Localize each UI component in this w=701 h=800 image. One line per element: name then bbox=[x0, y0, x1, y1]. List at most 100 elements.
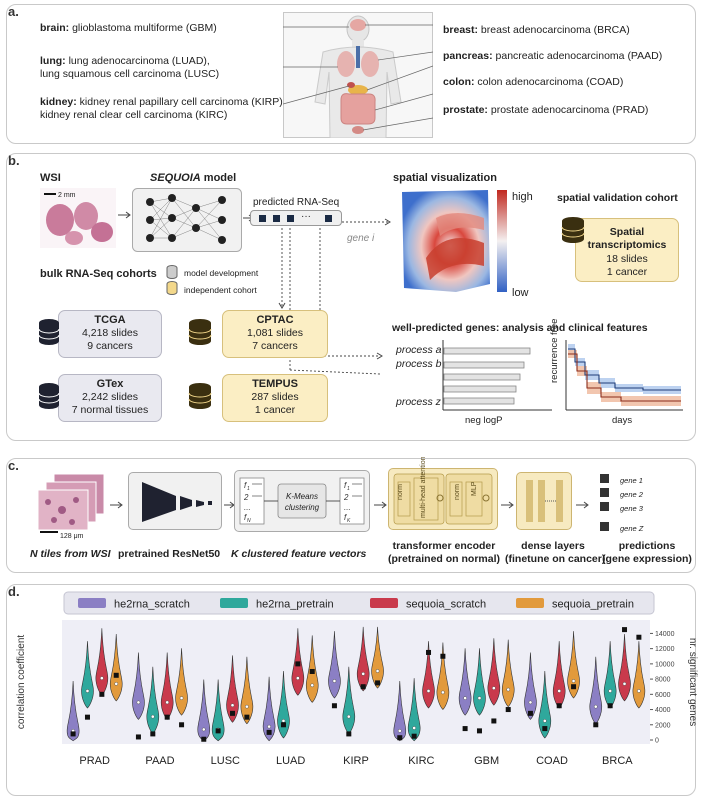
legend-label-he2rna_scratch: he2rna_scratch bbox=[114, 599, 190, 611]
breast-line: breast: breast adenocarcinoma (BRCA) bbox=[443, 24, 630, 36]
significant-genes-marker bbox=[375, 680, 381, 686]
arrow-wsi-model bbox=[118, 211, 131, 219]
db-icon-cptac bbox=[188, 319, 212, 345]
violin-sequoia_pretrain bbox=[305, 635, 319, 703]
gene-z: gene Z bbox=[620, 524, 644, 533]
spatial-name2: transcriptomics bbox=[587, 239, 667, 251]
cohort-cptac-name: CPTAC bbox=[256, 314, 294, 326]
violin-sequoia_pretrain bbox=[436, 642, 450, 710]
wsi-scale: 2 mm bbox=[58, 192, 76, 199]
significant-genes-marker bbox=[571, 684, 577, 690]
gene-i-label: gene i bbox=[347, 233, 375, 244]
violin-median-sequoia_pretrain bbox=[310, 683, 315, 688]
y2-tick-label: 10000 bbox=[655, 661, 675, 668]
well-predicted-title: well-predicted genes: analysis and clini… bbox=[392, 322, 648, 334]
violin-median-he2rna_pretrain bbox=[608, 689, 612, 693]
cohort-gtex-line1: 2,242 slides bbox=[81, 391, 139, 403]
svg-text:1: 1 bbox=[247, 486, 250, 492]
significant-genes-marker bbox=[135, 734, 141, 740]
legend-swatch-he2rna_pretrain bbox=[220, 598, 248, 608]
x-tick-label: KIRP bbox=[343, 755, 369, 767]
cohort-tcga-name: TCGA bbox=[94, 314, 126, 326]
significant-genes-marker bbox=[440, 653, 446, 659]
violin-median-sequoia_pretrain bbox=[179, 696, 184, 700]
step-resnet: pretrained ResNet50 bbox=[118, 548, 221, 560]
significant-genes-marker bbox=[360, 684, 366, 690]
violin-he2rna_pretrain bbox=[211, 679, 225, 742]
y-axis-label: correlation coefficient bbox=[16, 635, 27, 730]
violin-sequoia_scratch bbox=[422, 641, 435, 709]
violin-he2rna_pretrain bbox=[473, 648, 486, 716]
spatial-cohort-title: spatial validation cohort bbox=[557, 192, 678, 204]
violin-sequoia_pretrain bbox=[371, 626, 384, 689]
panel-a-label: a. bbox=[8, 4, 19, 19]
significant-genes-marker bbox=[593, 722, 599, 728]
significant-genes-marker bbox=[179, 722, 185, 728]
significant-genes-marker bbox=[309, 668, 315, 674]
transformer-diagram bbox=[393, 473, 493, 525]
step-pred-2: (gene expression) bbox=[602, 553, 692, 565]
violin-sequoia_pretrain bbox=[501, 639, 515, 708]
violin-median-sequoia_scratch bbox=[492, 686, 496, 690]
db-icon-tcga bbox=[38, 319, 60, 345]
wsi-title: WSI bbox=[40, 172, 61, 184]
violin-median-sequoia_scratch bbox=[230, 703, 235, 708]
violin-median-he2rna_pretrain bbox=[543, 719, 547, 723]
violin-he2rna_scratch bbox=[132, 652, 145, 720]
resnet-icon bbox=[142, 482, 212, 522]
svg-text:K: K bbox=[347, 518, 351, 524]
lung-line: lung: lung adenocarcinoma (LUAD), bbox=[40, 55, 210, 67]
violin-median-he2rna_scratch bbox=[201, 727, 206, 732]
legend-label-sequoia_pretrain: sequoia_pretrain bbox=[552, 599, 634, 611]
violin-he2rna_scratch bbox=[66, 680, 80, 742]
y2-tick-label: 0 bbox=[655, 738, 659, 745]
gene-3: gene 3 bbox=[620, 504, 643, 513]
violin-median-sequoia_pretrain bbox=[375, 669, 380, 673]
x-tick-label: LUSC bbox=[211, 755, 240, 767]
step-dense-1: dense layers bbox=[521, 540, 585, 552]
violin-sequoia_pretrain bbox=[175, 648, 188, 716]
colorbar-low: low bbox=[512, 287, 529, 299]
significant-genes-marker bbox=[622, 627, 628, 633]
gene-2: gene 2 bbox=[620, 490, 643, 499]
violin-sequoia_pretrain bbox=[632, 641, 646, 709]
legend-label-sequoia_scratch: sequoia_scratch bbox=[406, 599, 486, 611]
wsi-thumbnail bbox=[40, 188, 116, 248]
sequoia-title: SEQUOIA model bbox=[150, 172, 237, 184]
violin-he2rna_scratch bbox=[393, 680, 407, 742]
violin-median-sequoia_scratch bbox=[296, 676, 300, 680]
legend-swatch-sequoia_pretrain bbox=[516, 598, 544, 608]
x-tick-label: GBM bbox=[474, 755, 499, 767]
cohort-tempus-line2: 1 cancer bbox=[254, 404, 296, 416]
spatial-line2: 1 cancer bbox=[606, 266, 648, 278]
significant-genes-marker bbox=[491, 718, 497, 724]
violin-he2rna_pretrain bbox=[81, 641, 94, 709]
cohort-gtex-line2: 7 normal tissues bbox=[71, 404, 149, 416]
cohort-cptac-line2: 7 cancers bbox=[252, 340, 298, 352]
violin-chart: he2rna_scratch he2rna_pretrain sequoia_scr… bbox=[16, 591, 698, 767]
svg-text:1: 1 bbox=[347, 486, 350, 492]
cohort-tcga bbox=[58, 310, 162, 358]
predicted-rnaseq-vector: ··· bbox=[250, 210, 342, 226]
violin-median-he2rna_scratch bbox=[136, 700, 141, 705]
violin-median-sequoia_scratch bbox=[622, 682, 627, 686]
days-label: days bbox=[612, 415, 633, 426]
violin-median-sequoia_scratch bbox=[165, 700, 169, 705]
bulk-cohorts-title: bulk RNA-Seq cohorts bbox=[40, 268, 157, 280]
violin-median-sequoia_pretrain bbox=[506, 687, 511, 692]
dashed-connectors bbox=[278, 218, 391, 375]
y2-tick-label: 4000 bbox=[655, 707, 671, 714]
violin-he2rna_scratch bbox=[262, 676, 276, 742]
significant-genes-marker bbox=[411, 733, 417, 739]
x-tick-label: COAD bbox=[536, 755, 568, 767]
x-tick-label: PAAD bbox=[145, 755, 174, 767]
step-kmeans: K clustered feature vectors bbox=[231, 548, 367, 560]
violin-median-he2rna_pretrain bbox=[347, 714, 351, 719]
violin-median-he2rna_scratch bbox=[593, 704, 598, 709]
mlp-label: MLP bbox=[471, 481, 478, 496]
lung-line-2: lung squamous cell carcinoma (LUSC) bbox=[40, 68, 220, 80]
arrow-c3 bbox=[374, 501, 387, 509]
significant-genes-marker bbox=[462, 726, 468, 732]
y2-tick-label: 6000 bbox=[655, 692, 671, 699]
